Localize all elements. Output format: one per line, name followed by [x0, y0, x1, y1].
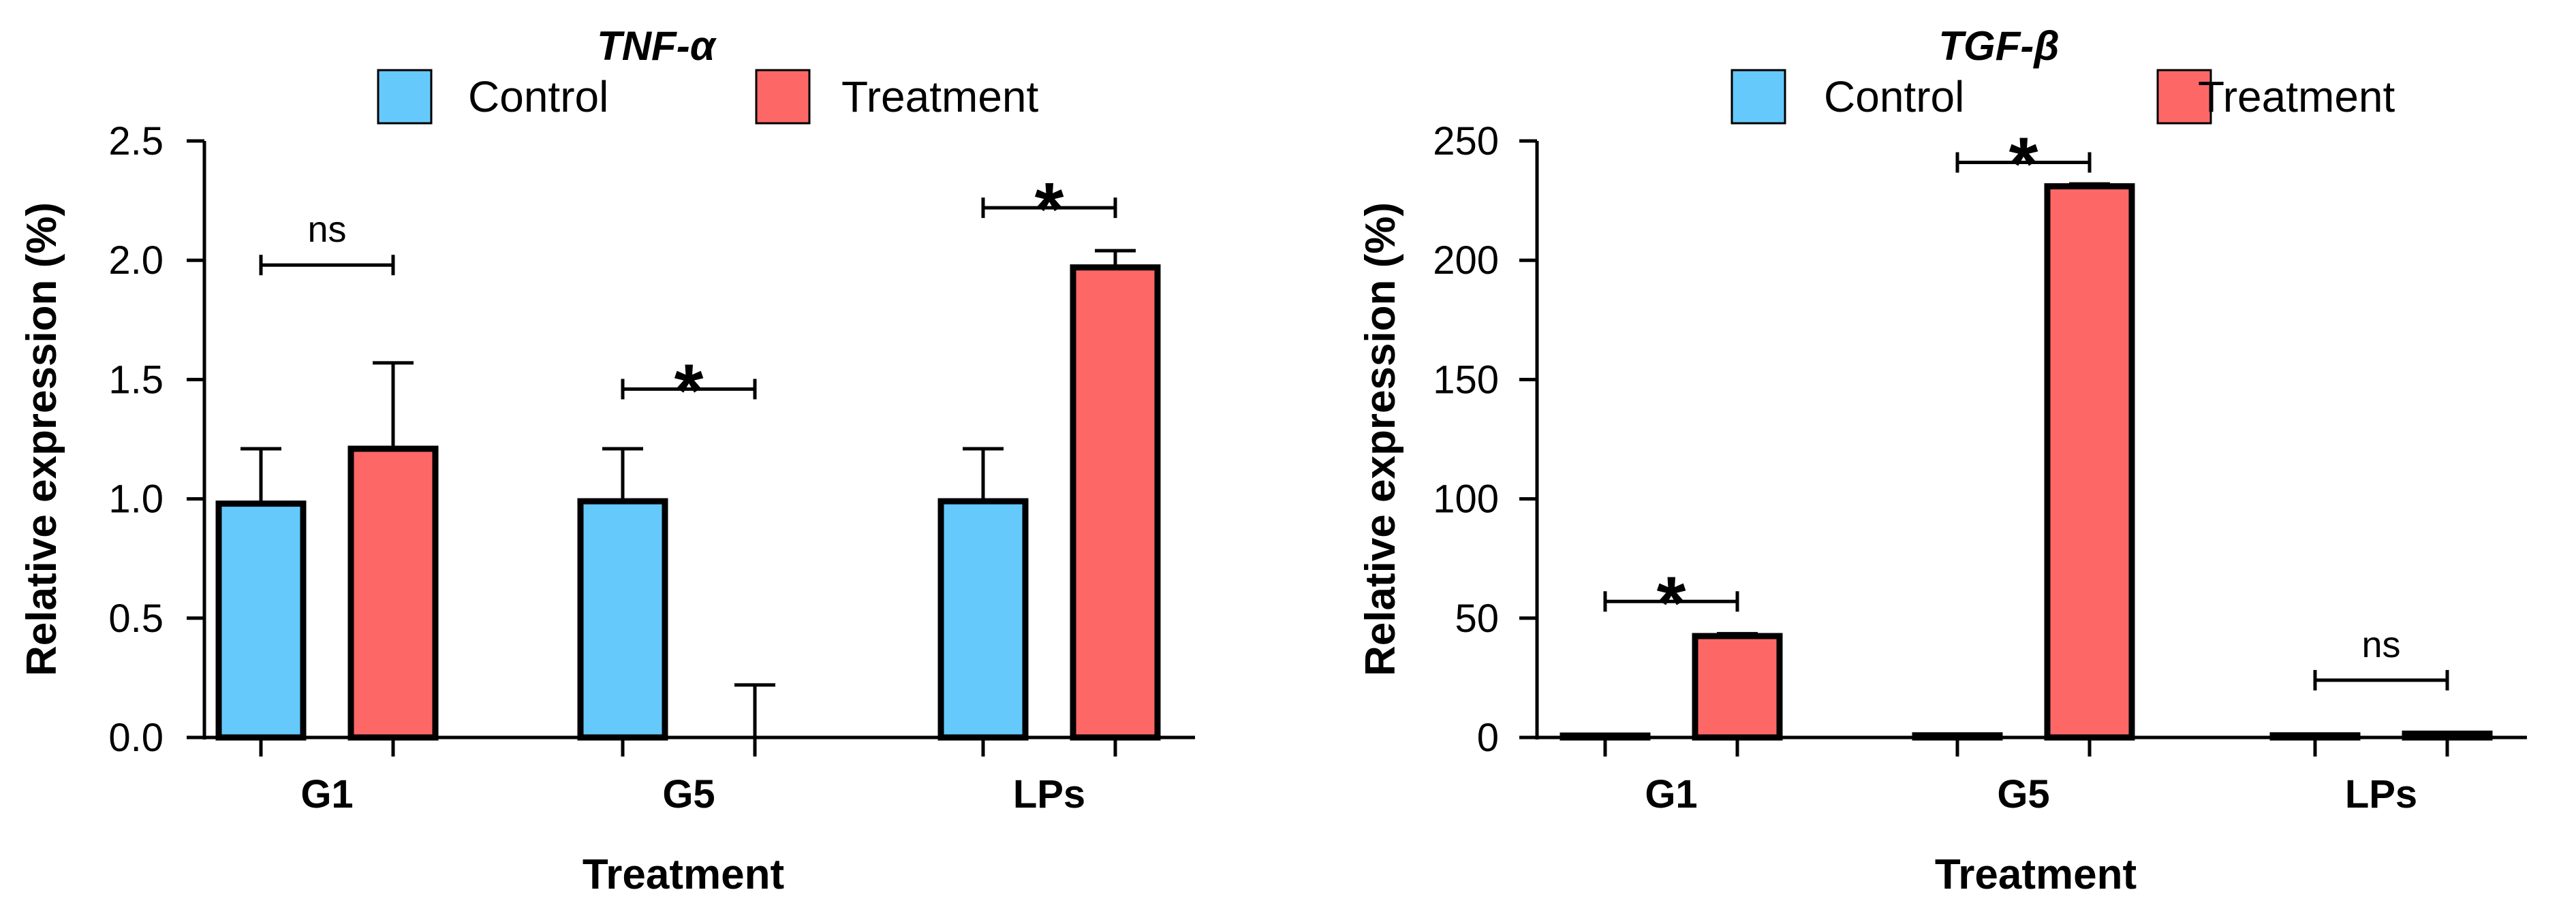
significance-label: *: [674, 349, 704, 432]
significance-label: *: [2009, 123, 2038, 206]
bar-control: [215, 500, 307, 741]
bar-control: [937, 498, 1029, 741]
legend-label-control: Control: [1824, 72, 1964, 121]
y-tick-label: 0: [1477, 716, 1499, 760]
y-tick-label: 0.0: [108, 716, 164, 760]
x-category-label: G1: [300, 772, 353, 816]
legend-swatch-control: [377, 69, 433, 125]
x-axis-title: Treatment: [1935, 851, 2137, 898]
bar-treatment: [2402, 730, 2493, 741]
x-axis-title: Treatment: [583, 851, 784, 898]
x-category-label: G1: [1645, 772, 1697, 816]
bar-treatment: [347, 445, 439, 741]
significance-bracket: ns: [2313, 624, 2449, 690]
y-tick-label: 250: [1433, 119, 1499, 163]
legend-label-treatment: Treatment: [2198, 72, 2395, 121]
y-axis-title: Relative expression (%): [1357, 202, 1404, 676]
y-tick-label: 2.5: [108, 119, 164, 163]
x-category-label: G5: [662, 772, 715, 816]
significance-label: ns: [2361, 624, 2400, 665]
significance-bracket: *: [1955, 123, 2092, 206]
significance-bracket: *: [1603, 561, 1739, 645]
x-category-label: LPs: [2345, 772, 2417, 816]
legend-swatch-treatment: [2156, 69, 2212, 125]
legend: Control Treatment: [1731, 69, 2395, 125]
legend-label-control: Control: [468, 72, 608, 121]
y-tick-label: 0.5: [108, 597, 164, 641]
x-category-label: LPs: [1013, 772, 1085, 816]
bar-treatment: [2044, 183, 2135, 741]
significance-label: *: [1035, 168, 1064, 251]
significance-bracket: *: [981, 168, 1117, 251]
y-tick-label: 100: [1433, 477, 1499, 522]
y-tick-label: 1.5: [108, 357, 164, 402]
y-tick-label: 200: [1433, 238, 1499, 283]
y-tick-label: 150: [1433, 357, 1499, 402]
y-tick-label: 2.0: [108, 238, 164, 283]
y-tick-label: 50: [1455, 597, 1499, 641]
significance-bracket: ns: [259, 209, 395, 276]
bar-treatment: [1692, 633, 1783, 741]
legend-swatch-treatment: [755, 69, 811, 125]
bar-treatment: [1070, 264, 1161, 741]
bar-control: [577, 498, 668, 741]
y-tick-label: 1.0: [108, 477, 164, 522]
legend: Control Treatment: [377, 69, 1039, 125]
significance-label: *: [1657, 561, 1686, 645]
significance-bracket: *: [621, 349, 757, 432]
chart-title: TGF-β: [1938, 23, 2059, 69]
significance-label: ns: [307, 209, 346, 250]
y-axis-title: Relative expression (%): [18, 202, 65, 676]
x-category-label: G5: [1997, 772, 2049, 816]
legend-label-treatment: Treatment: [841, 72, 1039, 121]
chart-title: TNF-α: [597, 23, 717, 69]
legend-swatch-control: [1731, 69, 1786, 125]
